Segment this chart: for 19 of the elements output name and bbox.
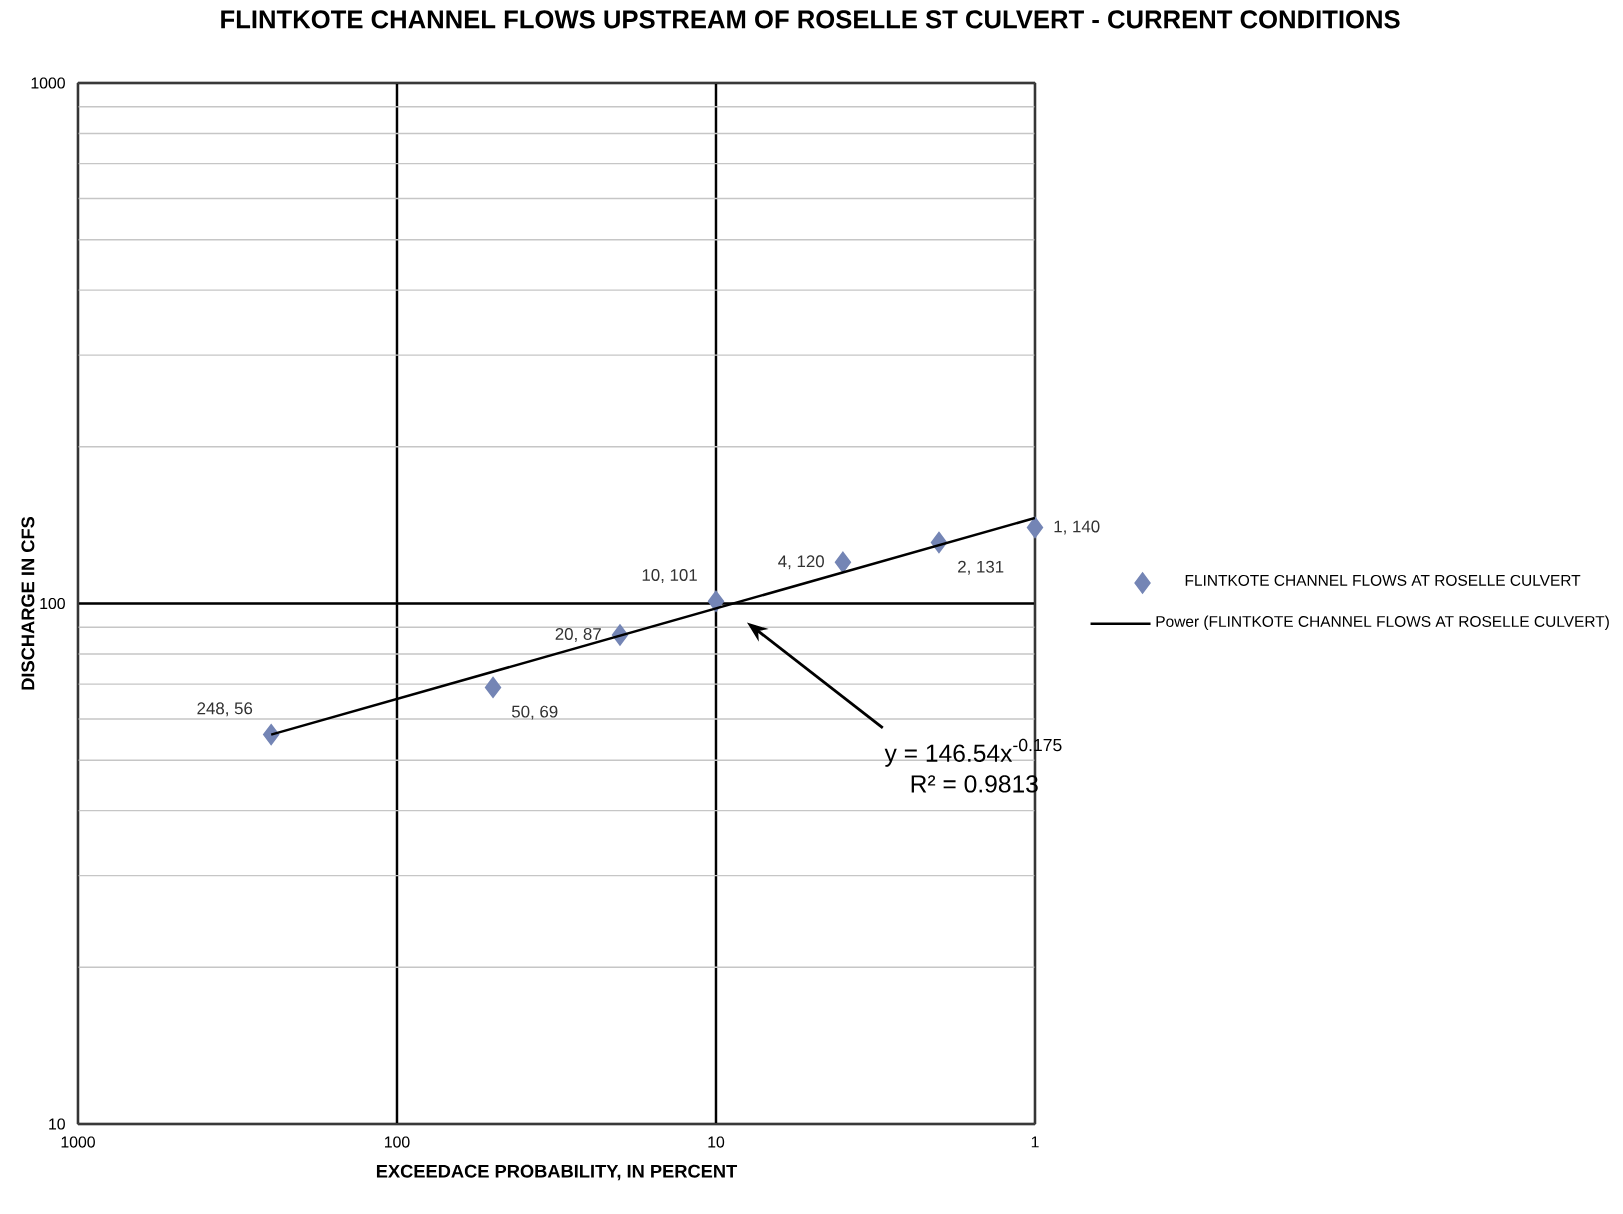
x-tick-label: 1000 [61,1136,95,1148]
y-tick-label: 10 [49,1118,65,1130]
legend-label: FLINTKOTE CHANNEL FLOWS AT ROSELLE CULVERT [1185,574,1581,586]
data-label: 10, 101 [642,569,697,583]
data-label: 248, 56 [197,702,253,717]
y-tick-label: 100 [40,597,65,610]
chart-title: FLINTKOTE CHANNEL FLOWS UPSTREAM OF ROSELLE ST CULVERT - CURRENT CONDITIONS [221,10,1400,29]
y-tick-label: 1000 [31,77,65,89]
data-label: 50, 69 [511,705,558,720]
data-label: 2, 131 [958,560,1004,575]
data-label: 4, 120 [778,555,824,570]
data-label: 20, 87 [555,628,601,642]
y-axis-title: DISCHARGE IN CFS [21,516,35,690]
x-axis-title: EXCEEDACE PROBABILITY, IN PERCENT [376,1164,738,1181]
x-tick-label: 10 [708,1136,725,1148]
data-label: 1, 140 [1054,520,1100,535]
x-tick-label: 100 [385,1136,410,1148]
x-tick-label: 1 [1031,1136,1039,1148]
legend-label: Power (FLINTKOTE CHANNEL FLOWS AT ROSELLE CULVERT) [1156,615,1609,631]
